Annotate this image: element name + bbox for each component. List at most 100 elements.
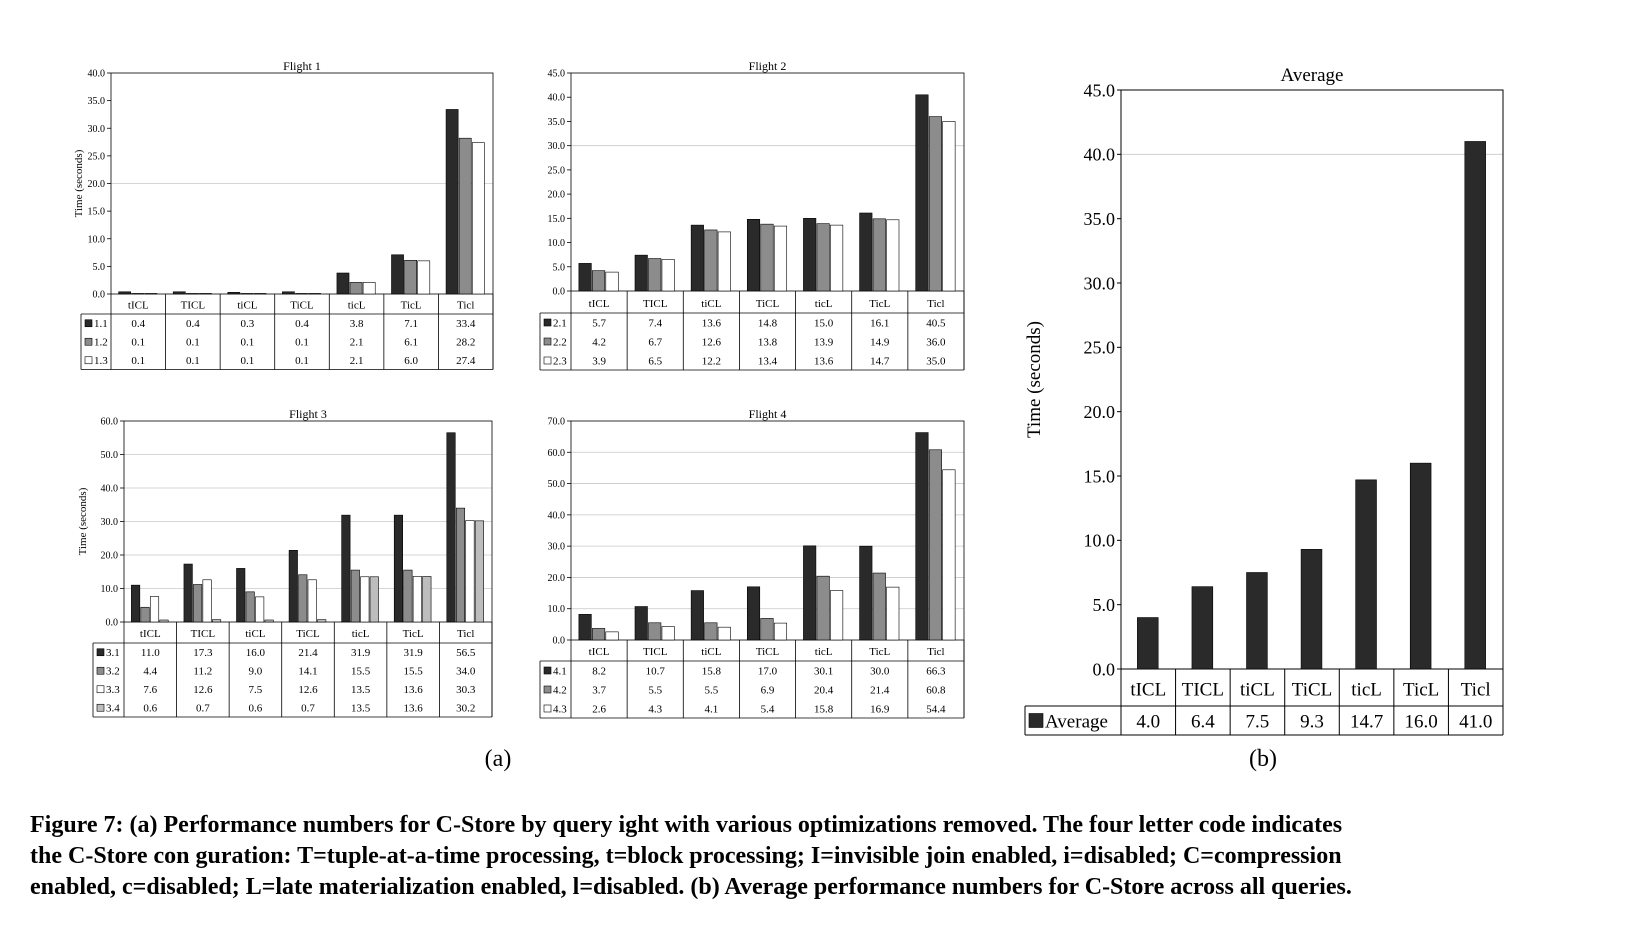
average-bar bbox=[1137, 617, 1159, 670]
flight1-bar bbox=[186, 293, 199, 295]
flight3-category-label: ticL bbox=[352, 628, 370, 640]
flight3-category-label: TiCL bbox=[296, 628, 320, 640]
average-data-label: 16.0 bbox=[1405, 711, 1438, 732]
flight1-ytick-label: 25.0 bbox=[88, 151, 106, 162]
flight2-data-label: 14.7 bbox=[870, 355, 890, 367]
flight2-data-label: 6.7 bbox=[648, 336, 662, 348]
flight4-bar bbox=[942, 469, 956, 641]
flight3-ytick-label: 0.0 bbox=[106, 618, 119, 629]
flight3-data-label: 13.6 bbox=[404, 703, 424, 715]
average-category-label: tiCL bbox=[1240, 680, 1275, 701]
flight3-bar bbox=[183, 563, 193, 623]
flight2-data-label: 4.2 bbox=[592, 336, 606, 348]
flight2-data-label: 14.9 bbox=[870, 336, 890, 348]
flight1-bar bbox=[118, 291, 132, 295]
flight3-bar bbox=[317, 619, 327, 623]
flight1-bar bbox=[172, 291, 186, 295]
flight4-legend-label: 4.2 bbox=[553, 684, 567, 696]
flight4-data-label: 6.9 bbox=[761, 684, 775, 696]
average-ylabel: Time (seconds) bbox=[1024, 321, 1045, 438]
flight4-bar bbox=[886, 586, 900, 641]
flight4-category-label: ticL bbox=[815, 646, 833, 658]
flight4-bar bbox=[872, 572, 886, 641]
flight2-bar bbox=[886, 219, 900, 292]
flight1-data-label: 0.1 bbox=[241, 337, 255, 349]
flight1-legend-swatch bbox=[84, 337, 93, 346]
flight2-category-label: TiCL bbox=[756, 298, 780, 310]
flight4-ytick-label: 60.0 bbox=[548, 448, 566, 459]
flight4-bar bbox=[690, 590, 704, 641]
flight3-legend-label: 3.2 bbox=[106, 666, 120, 678]
flight2-bar bbox=[773, 225, 788, 292]
flight1-data-label: 6.1 bbox=[404, 337, 418, 349]
flight1-bar bbox=[362, 282, 376, 295]
flight1-data-label: 27.4 bbox=[456, 355, 476, 367]
flight2-data-label: 13.6 bbox=[814, 355, 834, 367]
flight1-ytick-label: 10.0 bbox=[88, 234, 106, 245]
flight4-data-label: 60.8 bbox=[926, 684, 946, 696]
flight1-ytick-label: 40.0 bbox=[88, 69, 106, 80]
flight4-plot-frame bbox=[570, 420, 965, 641]
flight3-legend-swatch bbox=[96, 666, 105, 675]
flight3-data-label: 11.2 bbox=[193, 666, 212, 678]
flight3-bar bbox=[159, 619, 169, 623]
flight4-title: Flight 4 bbox=[749, 407, 787, 421]
average-ytick-label: 45.0 bbox=[1084, 80, 1116, 100]
flight3-data-label: 15.5 bbox=[404, 666, 424, 678]
flight2-bar bbox=[704, 229, 718, 292]
flight1-bar bbox=[199, 293, 212, 295]
flight3-bar bbox=[202, 579, 212, 623]
flight2-data-label: 13.4 bbox=[758, 355, 778, 367]
flight4-ytick-label: 40.0 bbox=[548, 510, 566, 521]
flight3-data-label: 30.3 bbox=[456, 684, 476, 696]
flight1-bar bbox=[131, 293, 145, 295]
average-ytick-label: 35.0 bbox=[1084, 209, 1116, 229]
flight2-ytick-label: 0.0 bbox=[553, 287, 566, 298]
flight3-bar bbox=[307, 579, 317, 623]
caption-line-2: the C-Store con guration: T=tuple-at-a-t… bbox=[30, 843, 1342, 869]
flight4-bar bbox=[592, 628, 606, 641]
flight1-data-label: 0.4 bbox=[295, 318, 309, 330]
flight1-data-label: 0.4 bbox=[186, 318, 200, 330]
flight4-data-label: 8.2 bbox=[592, 665, 606, 677]
flight3-bar bbox=[131, 584, 141, 623]
flight2-category-label: tICL bbox=[589, 298, 610, 310]
flight3-bar bbox=[341, 514, 351, 623]
flight2-bar bbox=[717, 231, 731, 292]
flight1-data-label: 0.1 bbox=[186, 337, 200, 349]
flight4-bar bbox=[661, 626, 675, 641]
flight4-data-label: 54.4 bbox=[926, 703, 946, 715]
flight1-bar bbox=[282, 291, 295, 295]
flight1-data-label: 6.0 bbox=[404, 355, 418, 367]
flight1-ytick-label: 5.0 bbox=[93, 262, 106, 273]
flight2-data-label: 5.7 bbox=[592, 317, 606, 329]
average-legend-swatch bbox=[1028, 713, 1044, 728]
flight2-data-label: 3.9 bbox=[592, 355, 606, 367]
flight4-data-label: 10.7 bbox=[646, 665, 666, 677]
flight3-data-label: 31.9 bbox=[404, 647, 424, 659]
flight1-data-label: 3.8 bbox=[350, 318, 364, 330]
flight4-data-label: 5.5 bbox=[704, 684, 718, 696]
average-ytick-label: 40.0 bbox=[1084, 145, 1116, 165]
flight3-bar bbox=[455, 507, 466, 623]
flight4-bar bbox=[648, 622, 662, 641]
flight3-bar bbox=[446, 432, 456, 623]
flight2-data-label: 35.0 bbox=[926, 355, 946, 367]
flight1-data-label: 0.1 bbox=[131, 355, 145, 367]
flight4-bar bbox=[717, 626, 731, 641]
flight3-ytick-label: 20.0 bbox=[101, 551, 119, 562]
flight1-category-label: TiCL bbox=[290, 299, 314, 311]
flight1-bar bbox=[404, 259, 417, 295]
flight4-ytick-label: 10.0 bbox=[548, 604, 566, 615]
flight4-category-label: TICL bbox=[643, 646, 668, 658]
flight3-bar bbox=[422, 576, 432, 623]
flight1-ytick-label: 15.0 bbox=[88, 207, 106, 218]
flight3-data-label: 7.6 bbox=[143, 684, 157, 696]
flight3-ytick-label: 30.0 bbox=[101, 517, 119, 528]
average-data-label: 41.0 bbox=[1459, 711, 1492, 732]
flight1-bar bbox=[349, 282, 363, 295]
flight3-data-label: 11.0 bbox=[141, 647, 160, 659]
flight4-bar bbox=[605, 631, 619, 641]
flight3-bar bbox=[245, 591, 255, 623]
average-data-label: 14.7 bbox=[1350, 711, 1383, 732]
